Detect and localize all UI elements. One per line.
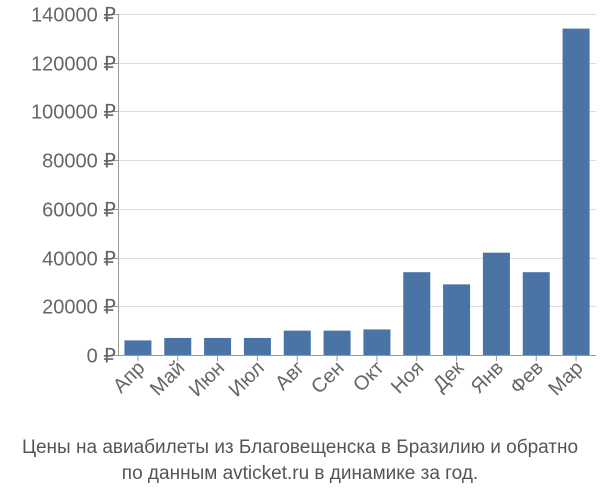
bar-12 <box>562 28 590 356</box>
y-tick-label: 40000 ₽ <box>42 249 116 271</box>
bar-10 <box>482 252 510 355</box>
bar-3 <box>204 337 232 355</box>
x-tick-label: Янв <box>467 357 508 398</box>
chart-caption-line-2: по данным avticket.ru в динамике за год. <box>121 463 479 484</box>
x-tick-label: Дек <box>429 357 468 396</box>
y-tick-label: 80000 ₽ <box>42 151 116 173</box>
x-tick-label: Мар <box>544 357 587 400</box>
bar-11 <box>522 272 550 355</box>
x-tick-label: Фев <box>506 357 548 399</box>
bar-chart: 0 ₽ 20000 ₽ 40000 ₽ 60000 ₽ 80000 ₽ 100000 ₽ 1… <box>31 5 596 401</box>
chart-caption-line-1: Цены на авиабилеты из Благовещенска в Бр… <box>21 437 579 458</box>
y-tick-label: 120000 ₽ <box>31 54 116 76</box>
bar-8 <box>403 272 431 355</box>
y-tick-labels: 0 ₽ 20000 ₽ 40000 ₽ 60000 ₽ 80000 ₽ 100000 ₽ 1… <box>31 5 116 368</box>
y-tick-label: 20000 ₽ <box>42 297 116 319</box>
y-tick-label: 100000 ₽ <box>31 102 116 124</box>
bar-9 <box>443 284 471 355</box>
bar-7 <box>363 329 391 355</box>
x-tick-label: Окт <box>349 357 388 396</box>
bar-6 <box>323 330 351 355</box>
bar-2 <box>164 337 192 355</box>
x-tick-label: Июн <box>185 357 229 401</box>
bar-5 <box>283 330 311 355</box>
x-tick-label: Июл <box>225 357 269 401</box>
x-tick-label: Май <box>146 357 189 400</box>
bars <box>124 28 590 356</box>
axes <box>112 14 596 361</box>
x-tick-label: Сен <box>307 357 348 398</box>
y-tick-label: 60000 ₽ <box>42 200 116 222</box>
bar-1 <box>124 340 152 355</box>
y-tick-label: 140000 ₽ <box>31 5 116 27</box>
y-tick-label: 0 ₽ <box>87 346 117 368</box>
x-tick-label: Авг <box>271 357 309 395</box>
bar-4 <box>243 337 271 355</box>
gridlines <box>118 14 596 356</box>
x-tick-label: Ноя <box>387 357 428 398</box>
